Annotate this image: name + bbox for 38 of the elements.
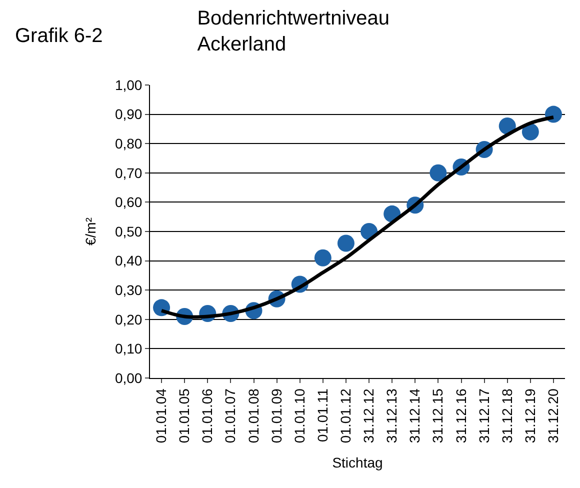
x-tick-label: 31.12.12 (360, 388, 377, 444)
y-tick-label: 0,20 (114, 311, 142, 328)
chart-title: Bodenrichtwertniveau Ackerland (197, 7, 390, 56)
y-tick-label: 1,00 (114, 76, 142, 93)
x-axis-title: Stichtag (332, 454, 383, 470)
x-tick-label: 31.12.13 (384, 388, 400, 444)
point (314, 249, 332, 266)
y-tick-label: 0,30 (114, 282, 142, 298)
y-tick-label: 0,50 (114, 223, 142, 240)
y-axis-title: €/m² (82, 217, 99, 246)
x-tick-label: 31.12.14 (406, 388, 423, 444)
y-tick-label: 0,60 (114, 194, 142, 210)
point (498, 118, 516, 135)
x-tick-label: 01.01.08 (245, 388, 262, 444)
point (337, 234, 354, 252)
x-tick-label: 31.12.20 (545, 388, 562, 444)
x-tick-label: 31.12.17 (476, 388, 492, 444)
x-tick-label: 01.01.12 (338, 388, 354, 444)
y-tick-label: 0,00 (114, 370, 142, 386)
y-tick-label: 0,10 (114, 340, 142, 357)
x-tick-label: 01.01.05 (176, 388, 192, 444)
y-tick-label: 0,40 (114, 252, 142, 269)
y-tick-label: 0,70 (114, 164, 142, 181)
x-tick-label: 31.12.16 (452, 388, 469, 444)
y-tick-label: 0,80 (114, 136, 142, 152)
x-tick-label: 01.01.07 (222, 388, 238, 444)
x-tick-label: 31.12.19 (522, 388, 538, 444)
y-tick-label: 0,90 (114, 106, 142, 122)
x-tick-label: 31.12.15 (430, 388, 446, 444)
point (430, 164, 447, 182)
x-tick-label: 31.12.18 (498, 388, 515, 444)
x-tick-label: 01.01.11 (314, 388, 330, 442)
point (522, 123, 539, 140)
x-tick-label: 01.01.09 (268, 388, 284, 444)
text: Grafik 6-2 (15, 25, 103, 47)
x-tick-label: 01.01.10 (291, 388, 308, 444)
x-tick-label: 01.01.04 (153, 388, 170, 444)
x-tick-label: 01.01.06 (199, 388, 216, 444)
